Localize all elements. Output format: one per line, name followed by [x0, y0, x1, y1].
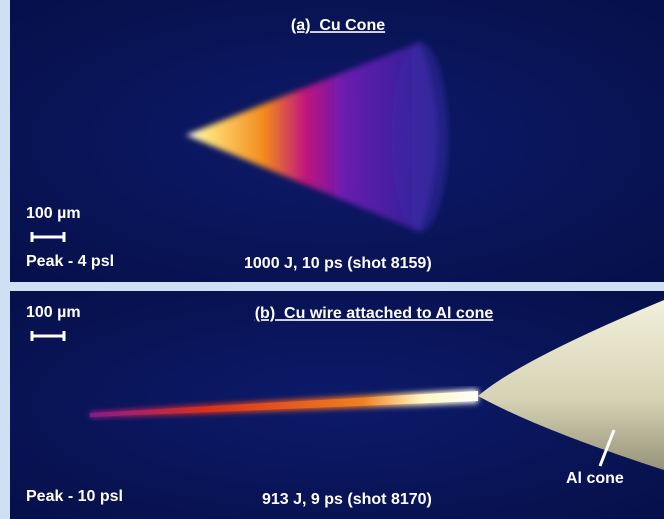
- panel-a: (a) Cu Cone 100 µm Peak - 4 psl 1000 J, …: [10, 0, 664, 282]
- panel-b: 100 µm (b) Cu wire attached to Al cone P…: [10, 291, 664, 519]
- panel-title: (a) Cu Cone: [291, 17, 385, 34]
- annotation: Al cone: [566, 470, 624, 487]
- peak-label: Peak - 4 psl: [26, 253, 114, 270]
- figure: (a) Cu Cone 100 µm Peak - 4 psl 1000 J, …: [0, 0, 664, 519]
- shot-label: 913 J, 9 ps (shot 8170): [262, 491, 432, 508]
- shot-label: 1000 J, 10 ps (shot 8159): [244, 255, 432, 272]
- panel-title: (b) Cu wire attached to Al cone: [255, 305, 494, 322]
- scale-label: 100 µm: [26, 304, 81, 321]
- peak-label: Peak - 10 psl: [26, 488, 123, 505]
- scale-label: 100 µm: [26, 205, 81, 222]
